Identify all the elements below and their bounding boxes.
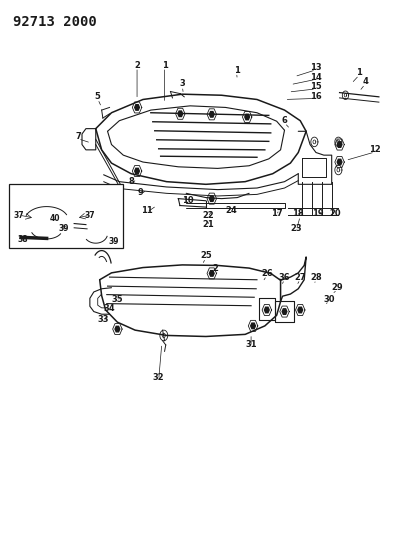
Text: 13: 13 (310, 63, 322, 72)
Polygon shape (135, 168, 139, 174)
Polygon shape (209, 111, 214, 117)
Text: 8: 8 (128, 177, 134, 186)
Polygon shape (245, 114, 249, 120)
Text: 14: 14 (310, 72, 322, 82)
Text: 5: 5 (95, 92, 101, 101)
Text: 17: 17 (271, 209, 282, 218)
Text: 6: 6 (282, 116, 287, 125)
Text: 39: 39 (58, 224, 69, 233)
Polygon shape (337, 142, 342, 147)
Text: 36: 36 (279, 272, 290, 281)
Text: 30: 30 (324, 295, 335, 304)
Text: 26: 26 (261, 269, 273, 278)
Text: 10: 10 (182, 196, 194, 205)
Polygon shape (265, 307, 269, 313)
Text: 1: 1 (356, 68, 362, 77)
Text: 28: 28 (310, 272, 322, 281)
Polygon shape (135, 104, 139, 110)
Text: 19: 19 (312, 209, 324, 218)
Text: 35: 35 (112, 295, 123, 304)
Text: 9: 9 (138, 188, 144, 197)
Text: 29: 29 (332, 283, 343, 292)
Polygon shape (298, 307, 303, 313)
Text: 37: 37 (85, 211, 95, 220)
Text: 7: 7 (75, 132, 81, 141)
Text: 15: 15 (310, 82, 322, 91)
Text: 1: 1 (162, 61, 168, 69)
Text: 92713 2000: 92713 2000 (13, 14, 97, 29)
Text: 24: 24 (226, 206, 237, 215)
Polygon shape (178, 111, 183, 117)
Text: +: + (61, 224, 67, 230)
Text: 39: 39 (108, 237, 119, 246)
Polygon shape (337, 159, 342, 165)
Text: 2: 2 (213, 264, 219, 272)
Text: 31: 31 (245, 341, 257, 350)
Text: 22: 22 (202, 211, 214, 220)
Text: 2: 2 (134, 61, 140, 69)
Polygon shape (251, 323, 255, 329)
Polygon shape (209, 271, 214, 276)
Text: 25: 25 (200, 252, 212, 261)
Polygon shape (282, 309, 287, 314)
Text: 18: 18 (293, 209, 304, 218)
Text: 11: 11 (141, 206, 153, 215)
Text: 3: 3 (179, 79, 185, 88)
Polygon shape (115, 326, 120, 332)
Text: 23: 23 (291, 224, 302, 233)
Text: 4: 4 (362, 77, 368, 86)
Text: 38: 38 (18, 236, 29, 245)
Text: 32: 32 (153, 373, 164, 382)
Text: 1: 1 (234, 66, 240, 75)
Text: 21: 21 (202, 220, 214, 229)
Text: 40: 40 (49, 214, 60, 223)
Text: 37: 37 (14, 211, 25, 220)
Text: 20: 20 (330, 209, 341, 218)
Text: 12: 12 (369, 146, 381, 155)
Text: 33: 33 (98, 315, 109, 324)
Polygon shape (209, 196, 214, 201)
Text: 34: 34 (104, 304, 115, 313)
Text: 16: 16 (310, 92, 322, 101)
Bar (9, 184, 123, 248)
Text: 27: 27 (294, 272, 306, 281)
